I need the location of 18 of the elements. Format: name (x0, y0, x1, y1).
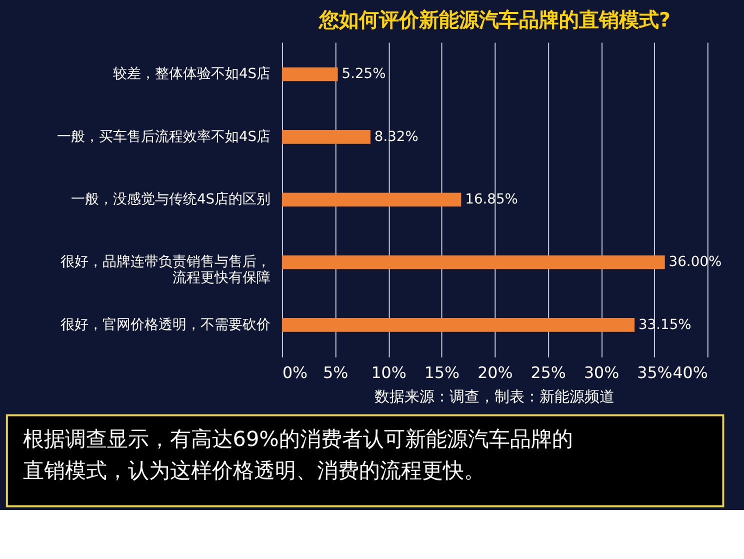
x-tick-label: 15% (424, 363, 460, 382)
y-tick-label: 一般，没感觉与传统4S店的区别 (70, 192, 271, 208)
x-tick-label: 5% (323, 363, 348, 382)
x-tick-label: 40% (672, 363, 708, 382)
x-tick-label: 30% (584, 363, 620, 382)
x-tick-label: 35% (637, 363, 672, 382)
y-tick-label: 一般，买车售后流程效率不如4S店 (56, 128, 271, 145)
text: 根据调查显示，有高达69%的消费者认可新能源汽车品牌的直销模式，认为这样价格透明、消费的流程更快。 (22, 426, 573, 483)
chart-title: 您如何评价新能源汽车品牌的直销模式? (318, 8, 670, 32)
x-tick-label: 25% (530, 363, 566, 382)
x-tick-label: 10% (371, 363, 406, 382)
y-tick-label: 很好，官网价格透明，不需要砍价 (60, 316, 271, 333)
y-tick-label: 较差，整体体验不如4S店 (112, 66, 271, 82)
x-tick-label: 0% (282, 363, 308, 382)
data-label: 5.25% (342, 66, 386, 82)
x-tick-label: 20% (478, 363, 513, 382)
y-tick-label: 很好，品牌连带负责销售与售后，流程更快有保障 (60, 254, 271, 286)
source-note: 数据来源：调查，制表：新能源频道 (374, 388, 615, 406)
